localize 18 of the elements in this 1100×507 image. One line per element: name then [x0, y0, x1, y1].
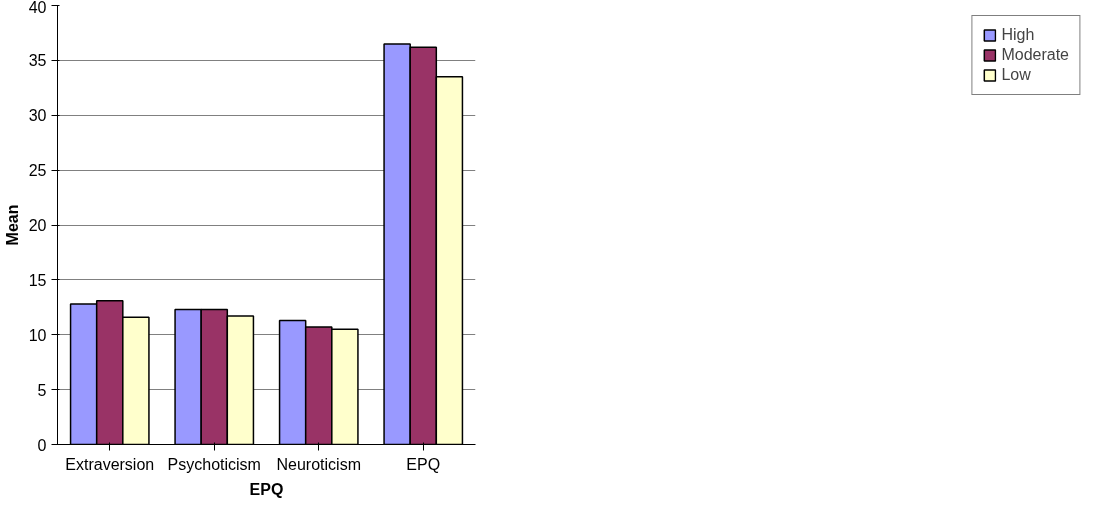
y-tick-label: 15 — [28, 271, 47, 289]
y-tick-label: 30 — [28, 107, 47, 125]
x-tick-label: Psychoticism — [167, 455, 261, 473]
x-tick-label: EPQ — [406, 455, 441, 473]
y-axis-title: Mean — [3, 204, 21, 246]
x-tick-label: Neuroticism — [276, 455, 361, 473]
legend-label: Low — [1001, 66, 1031, 84]
y-tick-label: 0 — [37, 436, 47, 454]
y-tick-label: 25 — [28, 162, 47, 180]
x-axis-title: EPQ — [249, 480, 284, 498]
legend-label: High — [1001, 26, 1035, 44]
legend-label: Moderate — [1001, 46, 1069, 64]
y-tick-label: 40 — [28, 0, 47, 16]
y-tick-label: 5 — [37, 381, 47, 399]
y-tick-label: 20 — [28, 217, 47, 234]
y-tick-label: 10 — [28, 326, 47, 344]
y-tick-label: 35 — [28, 52, 47, 70]
x-tick-label: Extraversion — [65, 455, 155, 473]
